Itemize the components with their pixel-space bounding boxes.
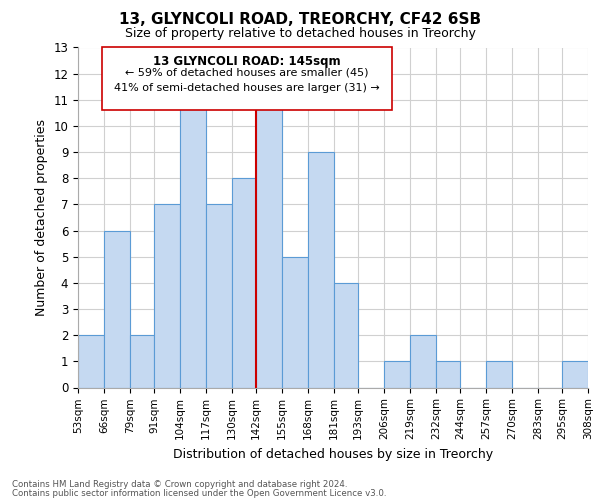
Bar xyxy=(104,230,130,388)
Text: ← 59% of detached houses are smaller (45): ← 59% of detached houses are smaller (45… xyxy=(125,68,369,78)
Bar xyxy=(384,362,410,388)
Text: 13 GLYNCOLI ROAD: 145sqm: 13 GLYNCOLI ROAD: 145sqm xyxy=(153,55,341,68)
Text: Size of property relative to detached houses in Treorchy: Size of property relative to detached ho… xyxy=(125,28,475,40)
Text: 41% of semi-detached houses are larger (31) →: 41% of semi-detached houses are larger (… xyxy=(114,83,380,93)
Bar xyxy=(410,335,436,388)
Bar xyxy=(334,283,358,388)
Bar xyxy=(562,362,588,388)
Bar xyxy=(436,362,460,388)
Bar xyxy=(308,152,334,388)
Text: Contains HM Land Registry data © Crown copyright and database right 2024.: Contains HM Land Registry data © Crown c… xyxy=(12,480,347,489)
Bar xyxy=(180,100,206,388)
Bar xyxy=(282,256,308,388)
Text: Contains public sector information licensed under the Open Government Licence v3: Contains public sector information licen… xyxy=(12,488,386,498)
Bar xyxy=(486,362,512,388)
Y-axis label: Number of detached properties: Number of detached properties xyxy=(35,119,48,316)
Bar xyxy=(78,335,104,388)
Text: 13, GLYNCOLI ROAD, TREORCHY, CF42 6SB: 13, GLYNCOLI ROAD, TREORCHY, CF42 6SB xyxy=(119,12,481,28)
Bar xyxy=(130,335,154,388)
FancyBboxPatch shape xyxy=(102,48,392,110)
Bar xyxy=(256,100,282,388)
Bar xyxy=(206,204,232,388)
X-axis label: Distribution of detached houses by size in Treorchy: Distribution of detached houses by size … xyxy=(173,448,493,460)
Bar xyxy=(154,204,180,388)
Bar xyxy=(232,178,256,388)
